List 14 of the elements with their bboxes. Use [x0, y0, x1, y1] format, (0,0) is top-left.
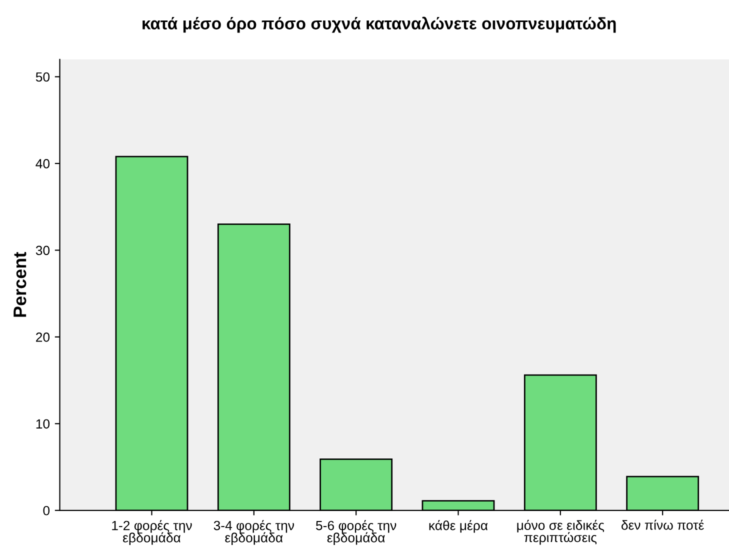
x-tick-label: 5-6 φορές την εβδομάδα — [316, 520, 396, 545]
y-tick-label: 30 — [36, 246, 50, 256]
y-tick-label: 20 — [36, 332, 50, 342]
y-axis-title: Percent — [14, 252, 26, 317]
y-tick-label: 40 — [36, 159, 50, 168]
x-tick-label: κάθε μέρα — [429, 520, 488, 533]
y-tick-label: 50 — [36, 72, 50, 82]
x-tick-label: μόνο σε ειδικές περιπτώσεις — [517, 520, 604, 545]
x-tick-label: 1-2 φορές την εβδομάδα — [112, 520, 192, 545]
chart-title: κατά μέσο όρο πόσο συχνά καταναλώνετε οινοπνευματώδη — [142, 16, 616, 33]
y-tick-label: 10 — [36, 419, 50, 429]
x-tick-label: 3-4 φορές την εβδομάδα — [214, 520, 294, 545]
y-tick-label: 0 — [43, 506, 50, 516]
x-tick-label: δεν πίνω ποτέ — [622, 520, 704, 530]
